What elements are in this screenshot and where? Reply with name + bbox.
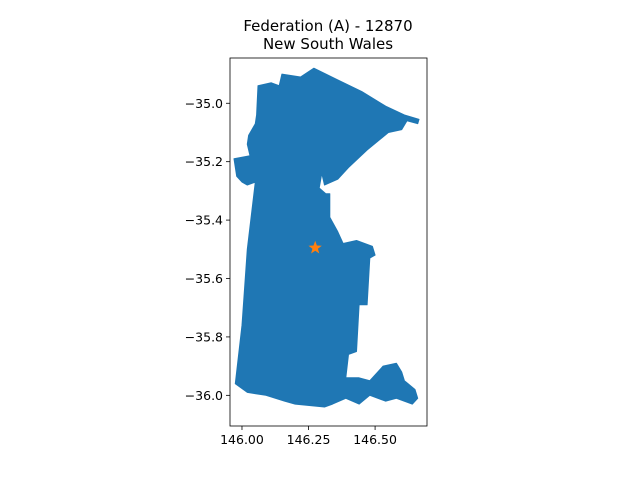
y-tick-label: −35.2 bbox=[185, 154, 223, 169]
x-axis: 146.00 146.25 146.50 bbox=[220, 426, 397, 447]
centroid-star-marker bbox=[308, 240, 322, 254]
chart-title-line1: Federation (A) - 12870 bbox=[243, 17, 412, 35]
chart-title-line2: New South Wales bbox=[263, 35, 393, 53]
y-tick-label: −35.6 bbox=[185, 271, 223, 286]
y-axis: −35.0 −35.2 −35.4 −35.6 −35.8 −36.0 bbox=[185, 96, 230, 403]
y-tick-label: −35.8 bbox=[185, 329, 223, 344]
y-tick-label: −36.0 bbox=[185, 388, 223, 403]
x-tick-label: 146.00 bbox=[220, 432, 264, 447]
plot-frame bbox=[229, 57, 428, 427]
electoral-region bbox=[233, 67, 420, 408]
x-tick-label: 146.50 bbox=[353, 432, 397, 447]
y-tick-label: −35.0 bbox=[185, 96, 223, 111]
y-tick-label: −35.4 bbox=[185, 213, 223, 228]
x-tick-label: 146.25 bbox=[287, 432, 331, 447]
